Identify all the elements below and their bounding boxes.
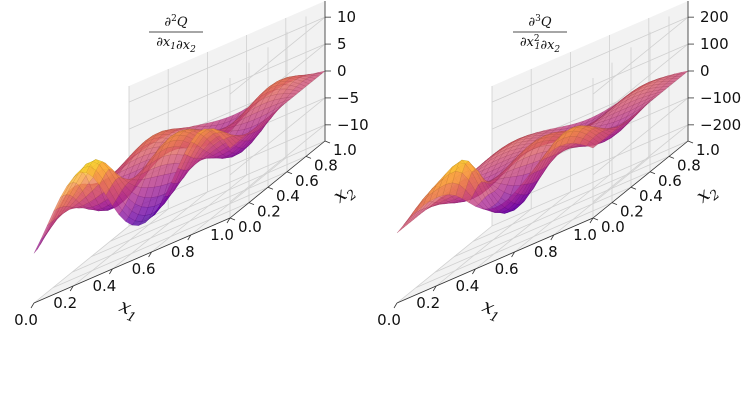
x-tick-label: 0.0 — [14, 311, 38, 329]
x-axis-label: x1 — [477, 295, 505, 326]
svg-text:∂2Q: ∂2Q — [164, 14, 187, 30]
y-tick-label: 0.4 — [276, 187, 300, 205]
z-tick-label: 100 — [700, 35, 729, 53]
y-tick-label: 1.0 — [696, 141, 720, 159]
y-tick-label: 0.0 — [238, 218, 262, 236]
x-tick-label: 0.8 — [171, 243, 195, 261]
y-tick-label: 0.0 — [601, 218, 625, 236]
y-tick-label: 0.2 — [620, 203, 644, 221]
x-tick-label: 0.6 — [132, 260, 156, 278]
z-tick-label: −5 — [337, 89, 359, 107]
x-tick-label: 1.0 — [573, 226, 597, 244]
z-tick-label: 200 — [700, 8, 729, 26]
z-tick-label: 0 — [337, 62, 347, 80]
x-tick-label: 0.2 — [53, 294, 77, 312]
z-tick-label: −200 — [700, 116, 741, 134]
svg-text:∂3Q: ∂3Q — [528, 14, 551, 30]
z-tick-label: 10 — [337, 8, 356, 26]
pane-floor — [34, 141, 325, 303]
pane-floor — [397, 141, 688, 303]
x-tick-label: 0.0 — [377, 311, 401, 329]
y-tick-label: 0.6 — [295, 172, 319, 190]
surface-mesh — [33, 70, 326, 254]
x-tick-label: 0.2 — [416, 294, 440, 312]
chart-title: ∂2Q ∂x1∂x2 — [149, 14, 203, 55]
y-axis-label: x2 — [692, 178, 723, 210]
z-tick-label: −10 — [337, 116, 369, 134]
y-axis-label: x2 — [329, 178, 360, 210]
x-axis-label: x1 — [114, 295, 142, 326]
y-tick-label: 0.2 — [257, 203, 281, 221]
x-tick-label: 1.0 — [210, 226, 234, 244]
z-tick-label: 0 — [700, 62, 710, 80]
x-tick-label: 0.8 — [534, 243, 558, 261]
y-tick-label: 0.4 — [639, 187, 663, 205]
x-tick-label: 0.6 — [495, 260, 519, 278]
x-tick-label: 0.4 — [455, 277, 479, 295]
chart-title: ∂3Q ∂x2 1∂x2 — [513, 14, 567, 55]
surface-panel-right: 0.00.20.40.60.81.0 0.00.20.40.60.81.0−200… — [377, 1, 741, 329]
y-tick-label: 0.8 — [314, 156, 338, 174]
y-tick-label: 0.6 — [658, 172, 682, 190]
y-tick-label: 1.0 — [333, 141, 357, 159]
z-tick-label: −100 — [700, 89, 741, 107]
x-tick-label: 0.4 — [92, 277, 116, 295]
svg-text:∂x21∂x2: ∂x2 1∂x2 — [520, 34, 561, 55]
surface-panel-left: 0.00.20.40.60.81.0 0.00.20.40.60.81.0−10−… — [14, 1, 369, 329]
surface-mesh — [396, 70, 689, 234]
svg-text:∂x1∂x2: ∂x1∂x2 — [156, 35, 196, 55]
z-tick-label: 5 — [337, 35, 347, 53]
y-tick-label: 0.8 — [677, 156, 701, 174]
